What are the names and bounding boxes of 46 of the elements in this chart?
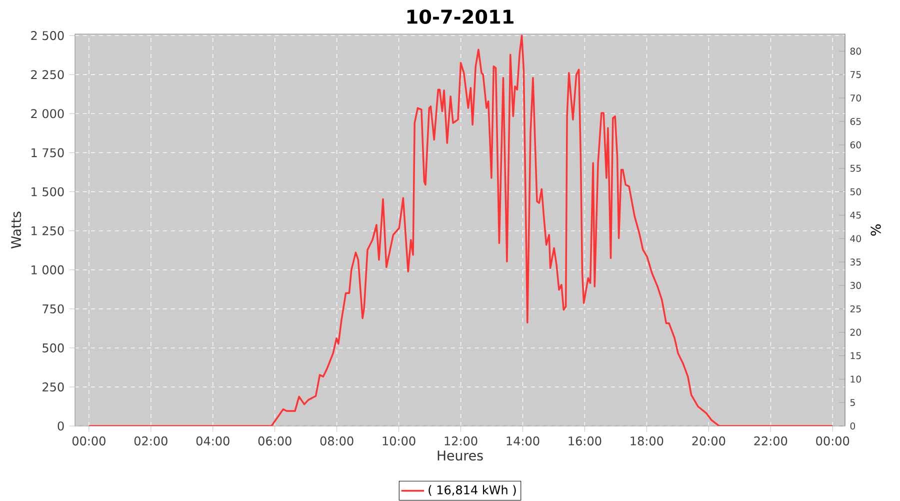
- x-tick-label: 14:00: [506, 436, 540, 446]
- x-tick-label: 18:00: [630, 436, 664, 446]
- y2-tick-label: 35: [850, 258, 861, 266]
- x-tick-label: 12:00: [444, 436, 478, 446]
- x-tick-label: 06:00: [258, 436, 292, 446]
- x-tick-label: 20:00: [692, 436, 726, 446]
- y2-tick-label: 30: [850, 282, 861, 290]
- y2-tick-label: 10: [850, 376, 861, 383]
- y-tick-label: 750: [42, 304, 64, 314]
- y-tick-label: 2 500: [31, 31, 64, 40]
- x-tick-label: 08:00: [320, 436, 354, 446]
- y2-tick-label: 50: [850, 188, 861, 196]
- y2-tick-label: 5: [850, 399, 855, 406]
- y2-tick-label: 15: [850, 352, 861, 360]
- y2-tick-label: 20: [850, 329, 861, 336]
- y2-tick-label: 60: [850, 142, 861, 149]
- y-tick-label: 2 250: [31, 70, 64, 80]
- y-tick-label: 250: [42, 382, 64, 392]
- y2-tick-label: 45: [850, 212, 861, 219]
- y-axis-title: Watts: [11, 212, 22, 249]
- chart-title: 10-7-2011: [407, 10, 514, 24]
- y-tick-label: 0: [58, 422, 64, 431]
- y2-tick-label: 80: [850, 48, 861, 55]
- y2-tick-label: 65: [850, 118, 861, 126]
- y2-tick-label: 55: [850, 165, 861, 172]
- y-tick-label: 500: [42, 344, 64, 353]
- y2-tick-label: 25: [850, 306, 861, 313]
- x-tick-label: 10:00: [382, 436, 416, 446]
- x-tick-label: 00:00: [72, 436, 106, 446]
- y-tick-label: 1 500: [32, 187, 64, 197]
- y2-tick-label: 75: [850, 71, 861, 78]
- y-tick-label: 1 000: [32, 266, 64, 275]
- x-tick-label: 02:00: [134, 436, 168, 446]
- y2-tick-label: 40: [850, 235, 861, 242]
- y-tick-label: 1 750: [32, 148, 64, 158]
- y-tick-label: 1 250: [32, 226, 64, 236]
- x-tick-label: 16:00: [568, 436, 602, 446]
- y2-axis-title: %: [870, 224, 881, 236]
- y-tick-label: 2 000: [31, 109, 64, 118]
- x-tick-label: 22:00: [754, 436, 788, 446]
- y2-tick-label: 70: [850, 94, 861, 102]
- x-axis-title: Heures: [438, 450, 483, 461]
- x-tick-label: 00:00: [816, 436, 850, 446]
- legend-label: ( 16,814 kWh ): [428, 485, 516, 496]
- y2-tick-label: 0: [850, 422, 856, 430]
- x-tick-label: 04:00: [196, 436, 230, 446]
